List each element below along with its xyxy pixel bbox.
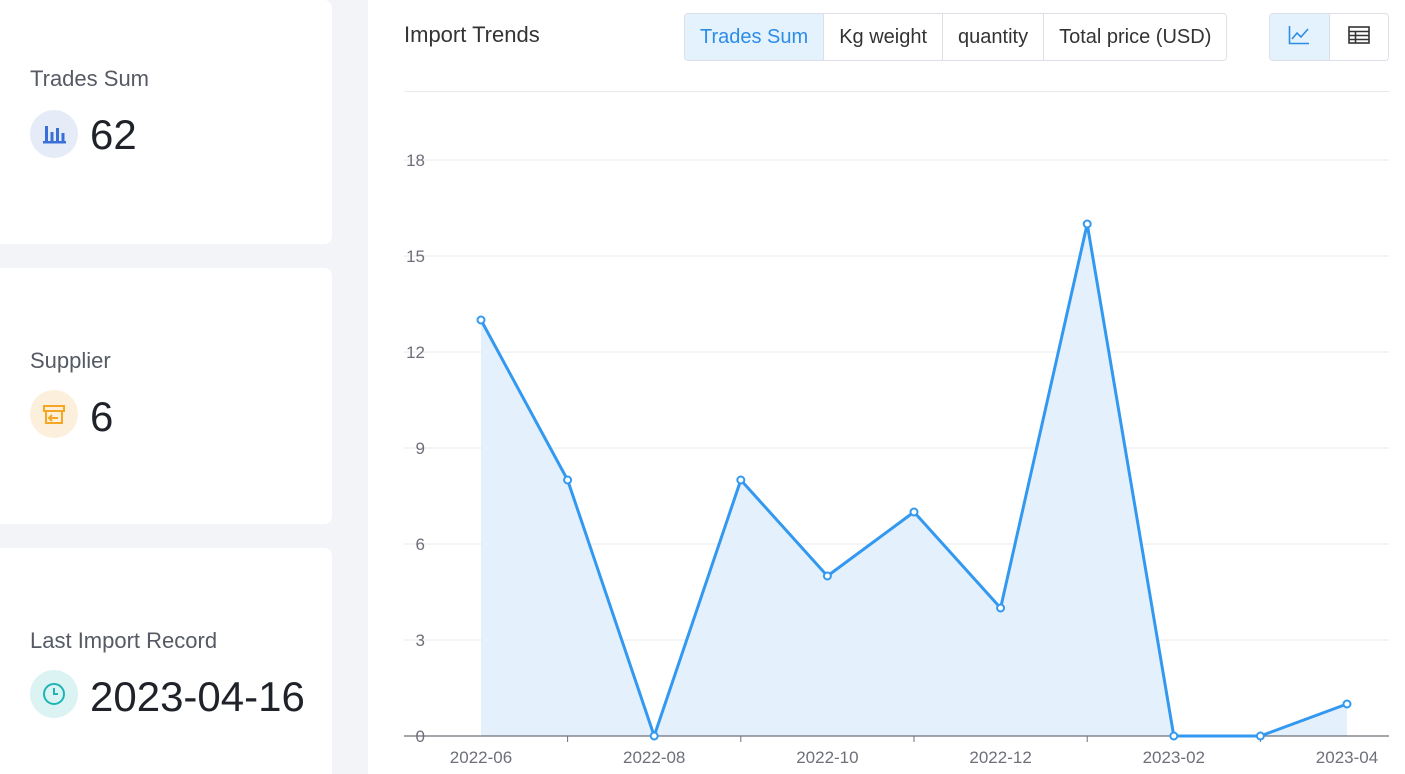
trades-sum-value: 62 [90, 111, 137, 158]
x-tick-label: 2023-02 [1143, 748, 1205, 767]
y-tick-label: 9 [416, 439, 425, 458]
header-divider [404, 91, 1389, 92]
x-tick-label: 2022-08 [623, 748, 685, 767]
x-tick-label: 2022-10 [796, 748, 858, 767]
data-point[interactable] [563, 475, 573, 485]
y-tick-label: 3 [416, 631, 425, 650]
tab-quantity[interactable]: quantity [943, 14, 1045, 60]
y-tick-label: 6 [416, 535, 425, 554]
supplier-label: Supplier [30, 348, 111, 373]
data-point[interactable] [996, 603, 1006, 613]
data-point[interactable] [822, 571, 832, 581]
tab-trades-sum[interactable]: Trades Sum [685, 14, 825, 60]
view-toggle [1269, 13, 1389, 61]
import-trends-panel: Import Trends Trades Sum Kg weight quant… [368, 0, 1405, 774]
line-chart-view-button[interactable] [1270, 14, 1329, 60]
storefront-icon [30, 390, 78, 438]
clock-icon [30, 670, 78, 718]
series-area [481, 224, 1347, 736]
x-tick-label: 2023-04 [1316, 748, 1378, 767]
data-point[interactable] [476, 315, 486, 325]
trades-sum-card: Trades Sum 62 [0, 0, 332, 244]
tab-kg-weight[interactable]: Kg weight [824, 14, 944, 60]
bar-chart-icon [30, 110, 78, 158]
line-chart-icon [1288, 25, 1310, 50]
metric-tabs: Trades Sum Kg weight quantity Total pric… [684, 13, 1228, 61]
supplier-value: 6 [90, 393, 114, 440]
table-view-button[interactable] [1328, 14, 1388, 60]
y-tick-label: 15 [406, 247, 425, 266]
data-point[interactable] [1342, 699, 1352, 709]
last-import-label: Last Import Record [30, 628, 218, 653]
x-tick-label: 2022-12 [969, 748, 1031, 767]
tab-total-price[interactable]: Total price (USD) [1044, 14, 1227, 60]
data-point[interactable] [909, 507, 919, 517]
data-point[interactable] [1169, 731, 1179, 741]
panel-title: Import Trends [404, 22, 540, 47]
table-icon [1347, 25, 1370, 49]
data-point[interactable] [649, 731, 659, 741]
summary-column: Trades Sum 62 Supplier 6 Last Import Rec… [0, 0, 332, 774]
data-point[interactable] [1082, 219, 1092, 229]
trades-sum-label: Trades Sum [30, 66, 150, 91]
data-point[interactable] [736, 475, 746, 485]
last-import-card: Last Import Record 2023-04-16 [0, 548, 332, 774]
y-tick-label: 12 [406, 343, 425, 362]
y-tick-label: 18 [406, 151, 425, 170]
data-point[interactable] [1255, 731, 1265, 741]
last-import-value: 2023-04-16 [90, 673, 305, 720]
supplier-card: Supplier 6 [0, 268, 332, 524]
x-tick-label: 2022-06 [450, 748, 512, 767]
